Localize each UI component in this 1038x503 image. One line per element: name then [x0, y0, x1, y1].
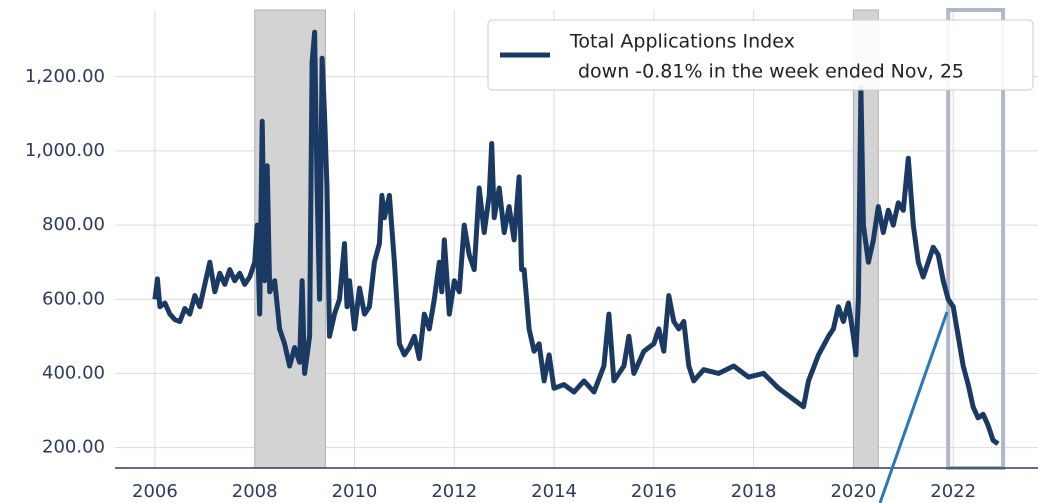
x-tick-label: 2010 [332, 481, 378, 502]
y-tick-label: 200.00 [42, 437, 105, 458]
series-line [152, 29, 1000, 446]
y-tick-label: 1,000.00 [25, 140, 105, 161]
legend-box [487, 19, 1034, 91]
x-tick-label: 2008 [232, 481, 278, 502]
x-tick-label: 2006 [132, 481, 178, 502]
y-tick-label: 400.00 [42, 362, 105, 383]
x-tick-label: 2020 [830, 481, 876, 502]
legend: Total Applications Index down -0.81% in t… [487, 19, 1034, 91]
x-tick-label: 2018 [731, 481, 777, 502]
y-tick-label: 1,200.00 [25, 66, 105, 87]
x-tick-label: 2016 [631, 481, 677, 502]
pointer-arrow [878, 311, 949, 503]
x-tick-label: 2012 [431, 481, 477, 502]
legend-note: down -0.81% in the week ended Nov, 25 [578, 61, 964, 83]
legend-label: Total Applications Index [569, 31, 795, 53]
x-tick-label: 2022 [930, 481, 976, 502]
y-tick-label: 800.00 [42, 214, 105, 235]
y-tick-label: 600.00 [42, 288, 105, 309]
x-tick-label: 2014 [531, 481, 577, 502]
